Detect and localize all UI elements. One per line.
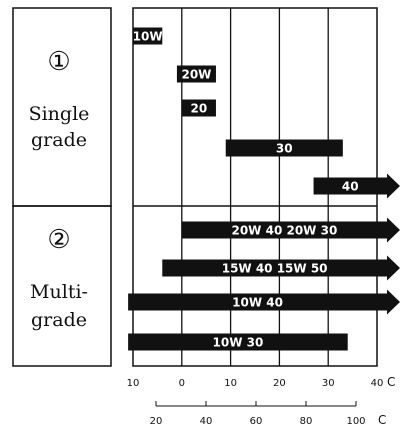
bar: 20W 40 20W 30 (181, 217, 400, 243)
bar-shape (133, 27, 163, 45)
bar-label: 15W 40 15W 50 (222, 262, 328, 276)
section-label-single-line2: grade (31, 129, 87, 151)
bar-shape (162, 255, 400, 281)
section-label-single-line1: Single (29, 103, 90, 125)
fahrenheit-tick-label: 100 (346, 416, 365, 427)
bar-label: 10W 40 (232, 296, 283, 310)
bar: 20 (181, 99, 216, 117)
bar-label: 20W (181, 68, 211, 82)
celsius-tick-label: 10 (127, 378, 140, 389)
fahrenheit-unit-label: C (378, 413, 386, 427)
bar-label: 20 (191, 102, 208, 116)
bar-shape (181, 217, 400, 243)
fahrenheit-tick-label: 80 (300, 416, 313, 427)
celsius-axis: 10 0 10 20 30 40 C (127, 375, 396, 389)
bar-shape (176, 65, 216, 83)
bar: 10W 30 (128, 333, 348, 351)
bar-label: 10W 30 (213, 336, 264, 350)
bar-shape (225, 139, 343, 157)
bars: 10W 20W 20 30 40 20W 40 20W 30 15W 40 15W 50 10… (128, 27, 400, 351)
bar-shape (128, 289, 400, 315)
bar-shape (128, 333, 348, 351)
celsius-tick-label: 40 (371, 378, 384, 389)
section-number-single: ① (47, 47, 70, 77)
bar: 15W 40 15W 50 (162, 255, 400, 281)
bar-shape (313, 173, 400, 199)
bar-label: 20W 40 20W 30 (231, 224, 337, 238)
celsius-tick-label: 0 (179, 378, 185, 389)
bar: 30 (225, 139, 343, 157)
gridlines (181, 8, 329, 366)
bar-label: 40 (342, 180, 359, 194)
section-panel-multi (12, 205, 112, 367)
celsius-unit-label: C (387, 375, 395, 389)
fahrenheit-tick-label: 20 (150, 416, 163, 427)
bar-shape (181, 99, 216, 117)
bar: 20W (176, 65, 216, 83)
bar: 10W 40 (128, 289, 400, 315)
celsius-tick-label: 20 (273, 378, 286, 389)
bar-label: 10W (133, 30, 163, 44)
celsius-tick-label: 30 (322, 378, 335, 389)
bar-label: 30 (276, 142, 293, 156)
celsius-tick-label: 10 (224, 378, 237, 389)
fahrenheit-axis: 20 40 60 80 100 C (150, 401, 386, 427)
section-number-multi: ② (47, 225, 70, 255)
section-label-multi-line2: grade (31, 309, 87, 331)
fahrenheit-tick-label: 60 (250, 416, 263, 427)
bar: 10W (133, 27, 163, 45)
fahrenheit-tick-label: 40 (200, 416, 213, 427)
bar: 40 (313, 173, 400, 199)
section-label-multi-line1: Multi- (30, 281, 88, 303)
